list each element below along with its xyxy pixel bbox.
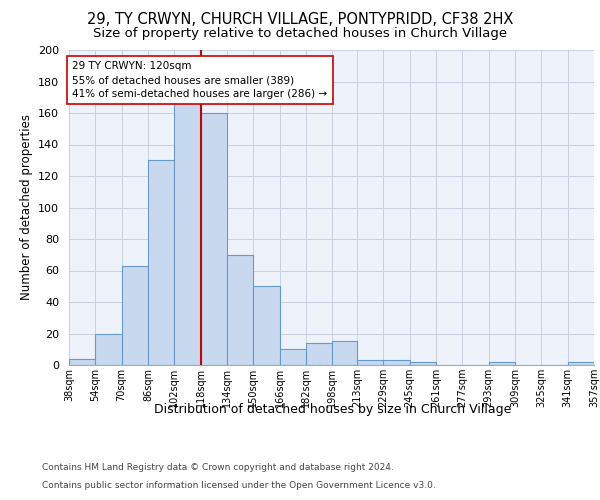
- Text: Size of property relative to detached houses in Church Village: Size of property relative to detached ho…: [93, 28, 507, 40]
- Bar: [332, 342, 357, 365]
- Y-axis label: Number of detached properties: Number of detached properties: [20, 114, 32, 300]
- Bar: [95, 334, 122, 365]
- Text: Contains public sector information licensed under the Open Government Licence v3: Contains public sector information licen…: [42, 481, 436, 490]
- Bar: [357, 360, 383, 365]
- Text: Contains HM Land Registry data © Crown copyright and database right 2024.: Contains HM Land Registry data © Crown c…: [42, 464, 394, 472]
- Bar: [175, 97, 200, 365]
- Bar: [69, 358, 95, 365]
- Bar: [488, 362, 515, 365]
- Bar: [280, 349, 306, 365]
- Bar: [227, 255, 253, 365]
- Text: 29, TY CRWYN, CHURCH VILLAGE, PONTYPRIDD, CF38 2HX: 29, TY CRWYN, CHURCH VILLAGE, PONTYPRIDD…: [87, 12, 513, 28]
- Bar: [383, 360, 410, 365]
- Bar: [200, 113, 227, 365]
- Bar: [568, 362, 594, 365]
- Bar: [306, 343, 332, 365]
- Bar: [148, 160, 175, 365]
- Text: 29 TY CRWYN: 120sqm
55% of detached houses are smaller (389)
41% of semi-detache: 29 TY CRWYN: 120sqm 55% of detached hous…: [72, 61, 328, 99]
- Bar: [253, 286, 280, 365]
- Text: Distribution of detached houses by size in Church Village: Distribution of detached houses by size …: [154, 402, 512, 415]
- Bar: [410, 362, 436, 365]
- Bar: [122, 266, 148, 365]
